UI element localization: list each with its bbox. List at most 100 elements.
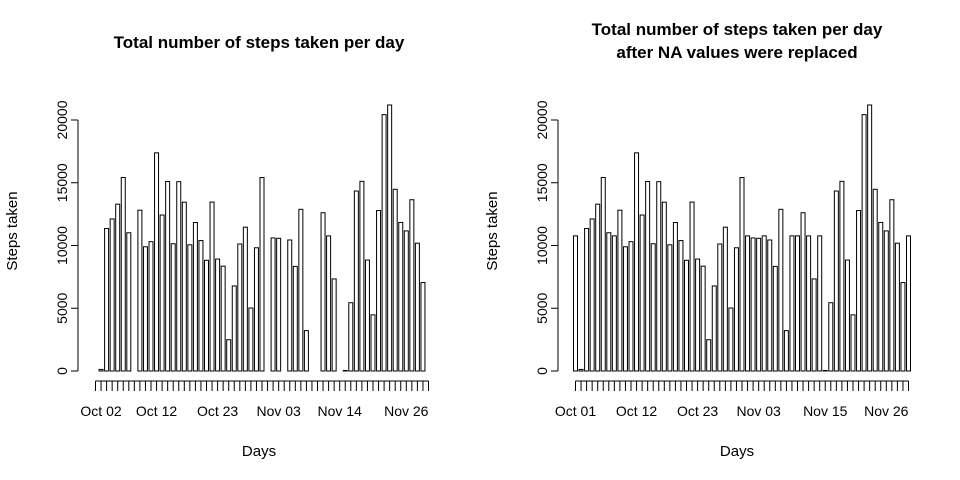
bar <box>170 243 176 372</box>
bar <box>409 199 415 372</box>
bar <box>120 176 126 372</box>
bar <box>811 278 817 372</box>
bar <box>711 285 717 372</box>
y-axis-label: Steps taken <box>4 191 21 270</box>
bar <box>750 237 756 372</box>
bar <box>778 208 784 372</box>
bar <box>672 222 678 372</box>
bar <box>353 190 359 372</box>
bar <box>176 181 182 372</box>
bar <box>628 241 634 372</box>
bar <box>872 188 878 372</box>
bar <box>722 226 728 372</box>
bar <box>104 228 110 372</box>
bar <box>276 237 282 372</box>
bar <box>148 241 154 372</box>
bar <box>137 209 143 372</box>
bar <box>739 177 745 372</box>
panel-right: Total number of steps taken per day afte… <box>484 20 911 460</box>
bar <box>650 243 656 372</box>
x-tick-label: Nov 26 <box>864 403 909 419</box>
bar <box>839 180 845 372</box>
y-tick-label: 20000 <box>534 100 550 139</box>
x-tick-label: Oct 12 <box>616 403 657 419</box>
bar <box>761 235 767 372</box>
bar <box>878 221 884 372</box>
bar <box>645 181 651 372</box>
bar <box>850 314 856 372</box>
bar <box>706 339 712 372</box>
bar <box>867 104 873 372</box>
chart-title: Total number of steps taken per day <box>114 33 405 52</box>
bar <box>215 258 221 372</box>
bar <box>861 114 867 372</box>
x-tick-label: Nov 03 <box>736 403 781 419</box>
x-tick-label: Nov 14 <box>318 403 363 419</box>
bar <box>578 368 584 372</box>
bar <box>348 302 354 372</box>
bar <box>320 212 326 372</box>
bar <box>795 235 800 372</box>
bar <box>772 265 778 372</box>
bar <box>584 228 590 372</box>
bar <box>248 307 254 372</box>
bar <box>889 199 895 372</box>
bar <box>589 218 595 372</box>
y-tick-label: 5000 <box>534 292 550 323</box>
bar <box>381 114 387 372</box>
bar <box>828 302 834 372</box>
bar <box>906 235 911 372</box>
bar <box>717 243 723 372</box>
y-tick-label: 15000 <box>54 163 70 202</box>
bar <box>181 201 187 372</box>
bar <box>126 232 132 372</box>
x-tick-label: Oct 23 <box>197 403 238 419</box>
bar <box>883 230 889 372</box>
y-tick-label: 15000 <box>534 163 550 202</box>
bar <box>364 259 370 372</box>
bar <box>98 368 104 372</box>
bar <box>684 259 689 372</box>
bar <box>695 258 701 372</box>
bar <box>142 246 148 372</box>
bar <box>595 203 601 372</box>
bars-right <box>573 104 911 372</box>
bar <box>370 314 376 372</box>
bar <box>756 237 762 372</box>
bar <box>728 307 734 372</box>
y-tick-label: 0 <box>534 367 550 375</box>
chart-title: Total number of steps taken per day <box>592 20 883 39</box>
bar <box>237 243 243 372</box>
x-tick-label: Nov 03 <box>256 403 301 419</box>
bar <box>231 285 237 372</box>
x-axis-left: Oct 02 Oct 12 Oct 23 Nov 03 Nov 14 Nov 26 <box>80 380 429 419</box>
bar <box>817 235 823 372</box>
bar <box>700 265 706 372</box>
x-axis-label: Days <box>242 443 276 460</box>
bar <box>894 242 900 372</box>
bar <box>611 235 617 372</box>
x-tick-label: Nov 15 <box>803 403 848 419</box>
x-tick-label: Oct 01 <box>555 403 596 419</box>
bar <box>745 235 751 372</box>
y-tick-label: 5000 <box>54 292 70 323</box>
bar <box>606 232 612 372</box>
bar <box>331 278 337 372</box>
bar <box>573 235 578 372</box>
x-axis-label: Days <box>720 443 754 460</box>
y-tick-label: 0 <box>54 367 70 375</box>
x-axis-right: Oct 01 Oct 12 Oct 23 Nov 03 Nov 15 Nov 26 <box>555 380 909 419</box>
bar <box>220 265 226 372</box>
bar <box>622 246 628 372</box>
bar <box>326 235 332 372</box>
bar <box>789 235 795 372</box>
bar <box>833 190 839 372</box>
bar <box>242 226 248 372</box>
bar <box>900 282 906 372</box>
x-tick-label: Oct 12 <box>136 403 177 419</box>
bar <box>661 201 667 372</box>
bar <box>342 369 348 372</box>
bar <box>359 180 365 372</box>
x-tick-label: Oct 23 <box>677 403 718 419</box>
